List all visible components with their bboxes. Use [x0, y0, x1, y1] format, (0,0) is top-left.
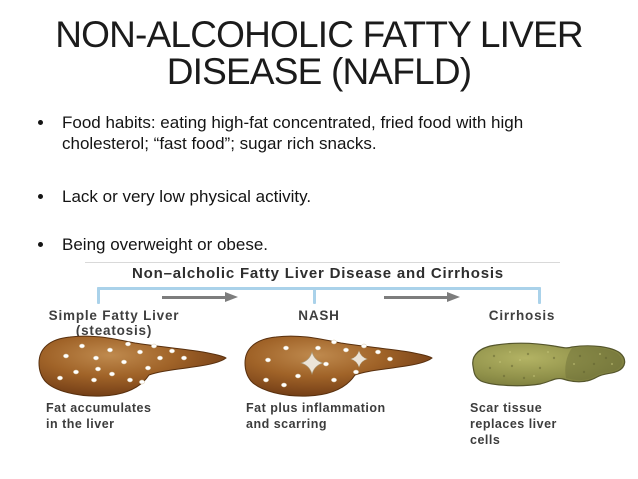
diagram-title: Non–alcholic Fatty Liver Disease and Cir…: [132, 265, 504, 282]
list-item-text: Being overweight or obese.: [62, 235, 269, 254]
caption-line: Fat plus inflammation: [246, 401, 386, 415]
liver-steatosis-illustration: [38, 335, 227, 397]
stage-label-cirrhosis: Cirrhosis: [446, 308, 598, 323]
stage-caption-scar-tissue: Scar tissue replaces liver cells: [470, 400, 557, 448]
stage-caption-fat-accumulates: Fat accumulates in the liver: [46, 400, 151, 432]
list-item-physical-activity: Lack or very low physical activity.: [36, 186, 311, 207]
timeline-tick-right: [538, 287, 541, 304]
caption-line: Fat accumulates: [46, 401, 152, 415]
liver-cirrhosis-illustration: [472, 342, 626, 387]
timeline-tick-left: [97, 287, 100, 304]
list-item-text: Lack or very low physical activity.: [62, 187, 312, 206]
stage-label-nash: NASH: [247, 308, 391, 323]
stage-label-text: Simple Fatty Liver: [48, 308, 180, 323]
caption-line: cells: [470, 433, 501, 447]
page-title-line-2: DISEASE (NAFLD): [166, 51, 472, 92]
bullet-icon: [38, 242, 43, 247]
bullet-icon: [38, 194, 43, 199]
bullet-icon: [38, 120, 43, 125]
timeline-tick-middle: [313, 287, 316, 304]
timeline-bracket: [97, 287, 541, 290]
diagram-divider: [85, 262, 560, 263]
caption-line: replaces liver: [470, 417, 557, 431]
stage-label-text: Cirrhosis: [488, 308, 556, 323]
nafld-progression-diagram: Non–alcholic Fatty Liver Disease and Cir…: [0, 258, 638, 458]
page-title-line-1: NON-ALCOHOLIC FATTY LIVER: [55, 14, 583, 55]
stage-label-text: NASH: [298, 308, 340, 323]
scar-star-icon: [299, 349, 369, 376]
list-item-text: Food habits: eating high-fat concentrate…: [62, 113, 524, 153]
list-item-overweight: Being overweight or obese.: [36, 234, 268, 255]
list-item-food-habits: Food habits: eating high-fat concentrate…: [36, 112, 577, 154]
liver-nash-illustration: [244, 335, 433, 397]
stage-label-simple-fatty-liver: Simple Fatty Liver (steatosis): [26, 308, 202, 338]
caption-line: Scar tissue: [470, 401, 543, 415]
caption-line: and scarring: [246, 417, 328, 431]
caption-line: in the liver: [46, 417, 115, 431]
stage-caption-inflammation: Fat plus inflammation and scarring: [246, 400, 386, 432]
page-title: NON-ALCOHOLIC FATTY LIVER DISEASE (NAFLD…: [0, 16, 638, 90]
stage-sublabel-text: (steatosis): [75, 323, 153, 338]
